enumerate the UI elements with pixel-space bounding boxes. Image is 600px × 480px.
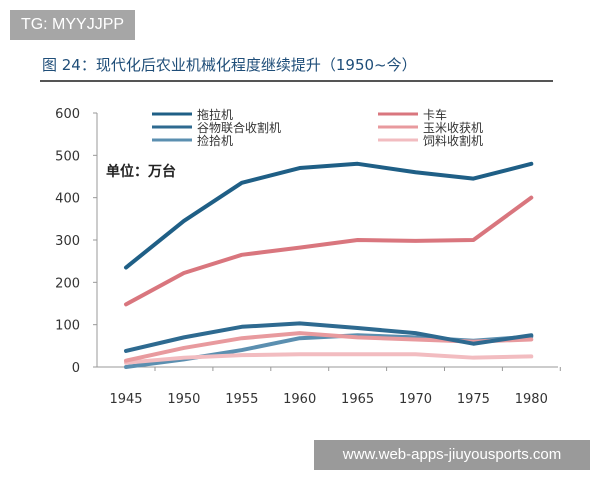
y-tick-label: 200 (55, 276, 80, 291)
x-tick-label: 1945 (109, 392, 142, 407)
data-point (530, 338, 532, 340)
x-tick-label: 1950 (167, 392, 200, 407)
data-point (183, 220, 185, 222)
y-tick-label: 500 (55, 149, 80, 164)
data-point (125, 366, 127, 368)
data-point (299, 167, 301, 169)
x-tick-label: 1975 (457, 392, 490, 407)
y-tick-label: 300 (55, 234, 80, 249)
y-tick-label: 600 (55, 107, 80, 122)
data-point (241, 349, 243, 351)
unit-label: 单位：万台 (106, 163, 176, 180)
title-rule (40, 80, 553, 82)
data-point (472, 178, 474, 180)
legend-label: 拖拉机 (197, 107, 233, 122)
legend-label: 饲料收割机 (423, 133, 483, 148)
x-tick-label: 1965 (341, 392, 374, 407)
x-tick-label: 1980 (515, 392, 548, 407)
data-point (357, 239, 359, 241)
data-point (299, 337, 301, 339)
legend-label: 玉米收获机 (423, 121, 483, 135)
data-point (241, 326, 243, 328)
x-tick-label: 1960 (283, 392, 316, 407)
data-point (241, 354, 243, 356)
data-point (472, 239, 474, 241)
x-tick-label: 1955 (225, 392, 258, 407)
data-point (125, 267, 127, 269)
data-point (357, 353, 359, 355)
data-point (125, 360, 127, 362)
series-line-0 (124, 161, 534, 270)
watermark-bottom: www.web-apps-jiuyousports.com (314, 440, 590, 470)
data-point (299, 332, 301, 334)
data-point (241, 254, 243, 256)
y-tick-label: 0 (72, 361, 80, 376)
series-line-2 (124, 321, 534, 353)
data-point (125, 350, 127, 352)
data-point (472, 343, 474, 345)
y-tick-label: 400 (55, 192, 80, 207)
data-point (415, 338, 416, 340)
data-point (530, 334, 532, 336)
legend-label: 捡拾机 (197, 133, 233, 148)
data-point (241, 337, 243, 339)
data-point (415, 240, 416, 242)
legend-label: 谷物联合收割机 (197, 120, 281, 135)
data-point (299, 322, 301, 324)
data-point (472, 357, 474, 359)
data-point (183, 357, 185, 359)
data-point (357, 336, 359, 338)
series-line-5 (124, 352, 534, 365)
y-tick-label: 100 (55, 319, 80, 334)
data-point (415, 353, 416, 355)
watermark-top: TG: MYYJJPP (10, 10, 135, 40)
data-point (241, 182, 243, 184)
data-point (125, 303, 127, 305)
data-point (530, 355, 532, 357)
data-point (183, 347, 185, 349)
data-point (530, 163, 532, 165)
data-point (415, 171, 416, 173)
data-point (299, 247, 301, 249)
legend-label: 卡车 (423, 107, 447, 122)
data-point (183, 336, 185, 338)
data-point (530, 197, 532, 199)
data-point (415, 332, 416, 334)
x-tick-label: 1970 (399, 392, 432, 407)
chart-title: 图 24：现代化后农业机械化程度继续提升（1950~今） (42, 56, 417, 74)
data-point (299, 353, 301, 355)
series-line-1 (124, 195, 534, 307)
data-point (357, 327, 359, 329)
data-point (357, 163, 359, 165)
data-point (183, 272, 185, 274)
